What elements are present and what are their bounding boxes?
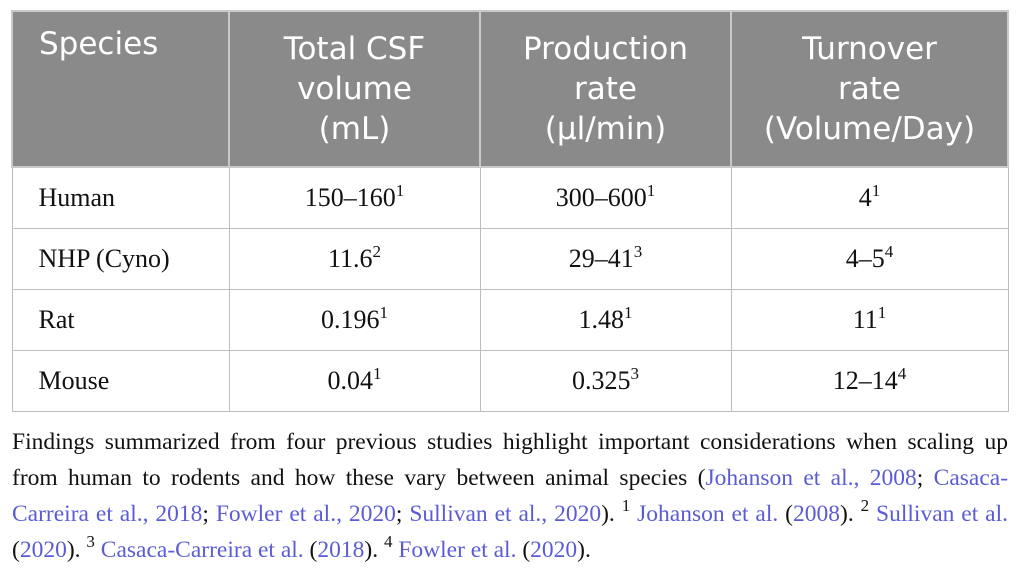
footnote-year-link[interactable]: 2018 bbox=[317, 537, 365, 563]
footnote-marker: 3 bbox=[86, 532, 95, 551]
footnote-year-link[interactable]: 2020 bbox=[530, 537, 578, 563]
csf-comparison-table: Species Total CSF volume (mL) Production ra… bbox=[11, 10, 1009, 412]
cell-species: NHP (Cyno) bbox=[11, 228, 230, 290]
citation-link[interactable]: Johanson et al., 2008 bbox=[705, 465, 917, 491]
cell-volume: 0.1961 bbox=[228, 289, 481, 351]
header-total-csf-volume: Total CSF volume (mL) bbox=[228, 10, 481, 168]
cell-production: 29–413 bbox=[479, 228, 732, 290]
table-row: NHP (Cyno) 11.62 29–413 4–54 bbox=[11, 228, 1009, 290]
cell-species: Human bbox=[11, 166, 230, 229]
footnote-year-link[interactable]: 2020 bbox=[19, 537, 67, 563]
cell-production: 0.3253 bbox=[479, 350, 732, 412]
footnote-marker: 2 bbox=[860, 496, 870, 515]
citation-link[interactable]: Casaca-Carreira et al., 2018 bbox=[12, 465, 1009, 527]
header-row: Species Total CSF volume (mL) Production ra… bbox=[11, 10, 1009, 168]
footnote-marker: 4 bbox=[383, 532, 393, 551]
cell-volume: 0.041 bbox=[228, 350, 481, 412]
header-species: Species bbox=[11, 10, 230, 168]
cell-volume: 150–1601 bbox=[228, 166, 481, 229]
caption-text: Findings summarized from four previous s… bbox=[12, 429, 1008, 491]
footnote-link[interactable]: Casaca-Carreira et al. bbox=[100, 537, 304, 563]
cell-volume: 11.62 bbox=[228, 228, 481, 290]
table-row: Rat 0.1961 1.481 111 bbox=[11, 289, 1009, 351]
table-row: Human 150–1601 300–6001 41 bbox=[11, 166, 1009, 229]
header-turnover-rate: Turnover rate (Volume/Day) bbox=[730, 10, 1009, 168]
table-row: Mouse 0.041 0.3253 12–144 bbox=[11, 350, 1009, 412]
cell-turnover: 41 bbox=[730, 166, 1009, 229]
header-production-rate: Production rate (μl/min) bbox=[479, 10, 732, 168]
cell-turnover: 4–54 bbox=[730, 228, 1009, 290]
cell-turnover: 111 bbox=[730, 289, 1009, 351]
cell-production: 1.481 bbox=[479, 289, 732, 351]
footnote-link[interactable]: Fowler et al. bbox=[398, 537, 517, 563]
footnote-link[interactable]: Johanson et al. bbox=[637, 501, 779, 527]
citation-link[interactable]: Sullivan et al., 2020 bbox=[409, 501, 602, 527]
footnote-link[interactable]: Sullivan et al. bbox=[876, 501, 1009, 527]
table-caption: Findings summarized from four previous s… bbox=[12, 429, 1009, 563]
footnote-marker: 1 bbox=[621, 496, 631, 515]
footnote-year-link[interactable]: 2008 bbox=[793, 501, 840, 527]
cell-species: Mouse bbox=[11, 350, 230, 412]
cell-production: 300–6001 bbox=[479, 166, 732, 229]
cell-species: Rat bbox=[11, 289, 230, 351]
citation-link[interactable]: Fowler et al., 2020 bbox=[215, 501, 396, 527]
cell-turnover: 12–144 bbox=[730, 350, 1009, 412]
